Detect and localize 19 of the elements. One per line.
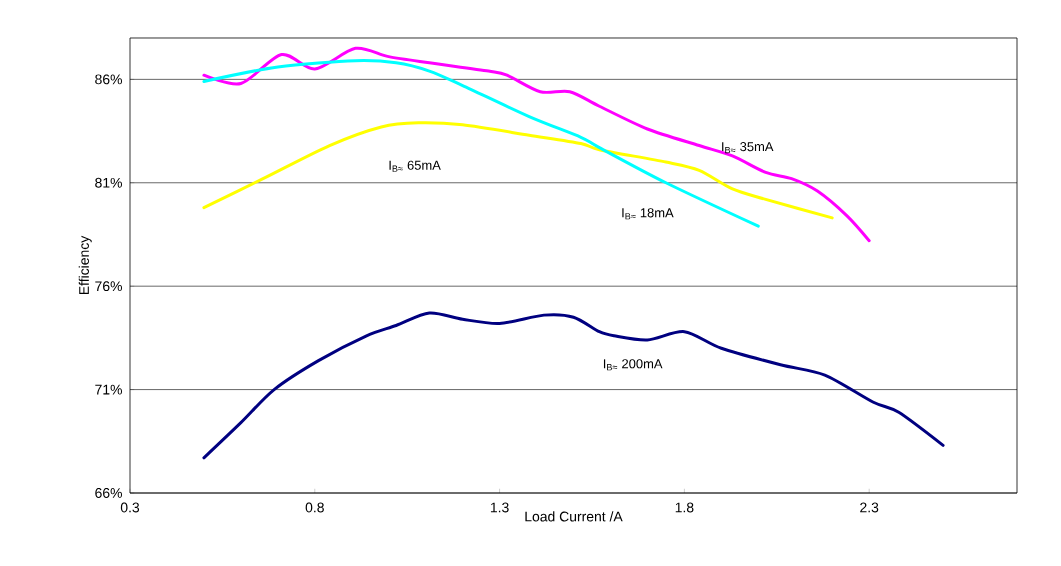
line-series [202, 46, 871, 243]
line-series [202, 311, 945, 460]
x-tick-label: 1.3 [490, 502, 509, 513]
text: I$_{B≈}$ 65mA [389, 160, 441, 172]
series-label: I$_{B≈}$ 200mA [603, 359, 663, 371]
y-tick-label: 86% [95, 74, 122, 85]
y-tick-label: 76% [95, 281, 122, 292]
y-axis-title: Efficiency [78, 235, 92, 295]
line-series [202, 121, 834, 220]
series-label: I$_{B≈}$ 18mA [622, 208, 674, 220]
y-tick-label: 71% [95, 384, 122, 395]
x-tick-label: 0.8 [305, 502, 324, 513]
y-tick-label: 66% [95, 488, 122, 498]
x-axis-title: Load Current /A [525, 511, 623, 522]
y-tick-label: 81% [95, 177, 122, 188]
series-label: I$_{B≈}$ 35mA [722, 142, 774, 154]
x-tick-label: 2.3 [860, 502, 879, 513]
x-tick-label: 0.3 [120, 502, 140, 513]
x-tick-label: 1.8 [675, 502, 694, 513]
